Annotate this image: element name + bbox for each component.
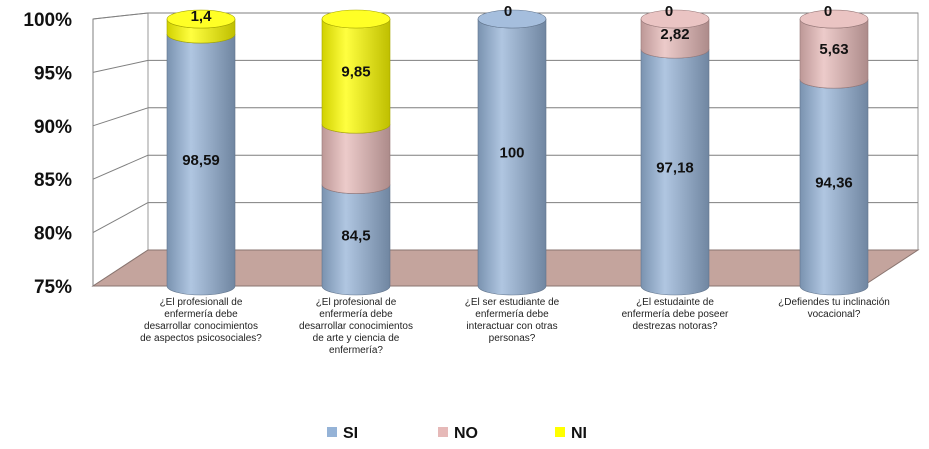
gridline-side [92,12,149,20]
bar-top-cap [799,9,869,29]
data-label-no: 2,82 [660,26,689,43]
category-label: ¿El ser estudiante de enfermería debe inte… [465,297,560,344]
gridline-side [92,154,149,180]
data-label-si: 98,59 [182,152,220,169]
category-label-line: enfermería debe [475,309,549,320]
category-label-line: desarrollar conocimientos [144,321,258,332]
category-label-line: de aspectos psicosociales? [140,333,262,344]
category-label-line: ¿El profesional de [316,297,397,308]
legend-label-no: NO [454,425,478,442]
bar-top-cap [477,9,547,29]
category-label: ¿Defiendes tu inclinación vocacional? [778,297,890,320]
data-label-si: 97,18 [656,160,694,177]
legend-swatch-no [438,427,448,437]
category-label-line: interactuar con otras [466,321,557,332]
y-tick-label: 85% [34,170,72,191]
category-label-line: vocacional? [808,309,861,320]
y-tick-label: 95% [34,63,72,84]
legend: SI NO NI [327,425,587,442]
legend-swatch-ni [555,427,565,437]
category-label-line: enfermería debe poseer [622,309,729,320]
category-label-line: destrezas notoras? [632,321,717,332]
category-label-line: ¿El profesionall de [160,297,243,308]
bar-top-cap [166,9,236,29]
category-label-line: ¿El estudainte de [636,297,714,308]
legend-label-si: SI [343,425,358,442]
data-label-ni: 9,85 [341,64,370,81]
category-label-line: personas? [489,333,536,344]
data-label-si: 100 [499,145,524,162]
y-tick-label: 80% [34,224,72,245]
data-label-no: 5,63 [819,41,848,58]
gridline-side [92,107,149,127]
y-tick-label: 90% [34,117,72,138]
y-axis: 75% 80% 85% 90% 95% 100% [23,10,94,298]
category-label-line: de arte y ciencia de [313,333,400,344]
category-label: ¿El estudainte de enfermería debe poseer d… [622,297,729,332]
data-label-ni: 0 [824,3,832,20]
legend-label-ni: NI [571,425,587,442]
category-label-line: desarrollar conocimientos [299,321,413,332]
y-tick-label: 100% [23,10,72,31]
category-label-line: enfermería debe [319,309,393,320]
data-label-ni: 1,4 [191,8,213,25]
category-label-line: enfermería debe [164,309,238,320]
data-label-si: 94,36 [815,175,853,192]
category-label-line: ¿Defiendes tu inclinación [778,297,890,308]
data-label-ni: 0 [665,3,673,20]
side-wall [92,12,149,287]
gridline-side [92,202,149,234]
category-label-line: enfermería? [329,345,383,356]
bars: 98,59 1,4 84,5 9,85 100 0 97,18 2,82 0 94,36 5,63 0 [166,3,869,296]
category-label: ¿El profesionall de enfermería debe desarr… [140,297,262,344]
gridline-side [92,59,149,73]
data-label-si: 84,5 [341,227,370,244]
category-labels: ¿El profesionall de enfermería debe desarr… [140,297,890,356]
category-label-line: ¿El ser estudiante de [465,297,560,308]
category-label: ¿El profesional de enfermería debe desarro… [299,297,413,356]
legend-swatch-si [327,427,337,437]
y-tick-label: 75% [34,277,72,298]
data-label-ni: 0 [504,3,512,20]
bar-top-cap [640,9,710,29]
bar-top-cap [321,9,391,29]
bar-no-segment [321,124,391,194]
